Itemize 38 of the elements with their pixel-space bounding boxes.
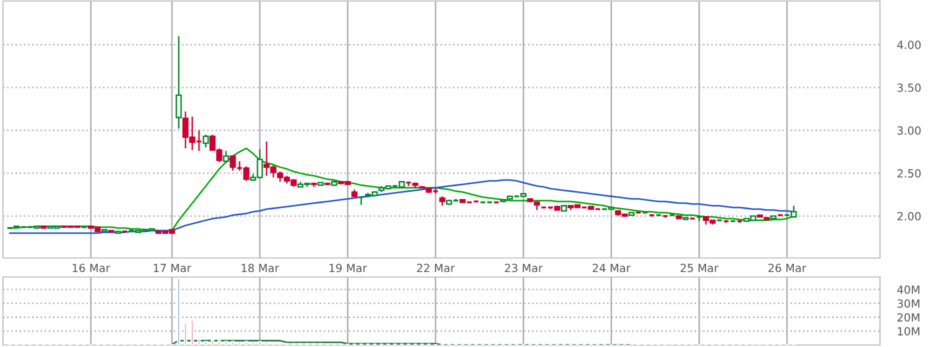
bar	[204, 340, 208, 345]
bar	[177, 278, 180, 345]
x-tick-label: 18 Mar	[242, 264, 280, 272]
bar	[251, 342, 255, 345]
y-tick-label: 4.00	[897, 40, 921, 50]
y-tick-label: 20M	[897, 313, 920, 322]
bar	[278, 342, 282, 345]
y-tick-label: 2.50	[897, 169, 921, 178]
bar	[231, 340, 234, 345]
x-tick-label: 17 Mar	[154, 264, 192, 272]
bar	[272, 342, 276, 345]
y-tick-label: 10M	[898, 327, 920, 336]
bar	[238, 342, 242, 345]
y-tick-label: 2.00	[897, 212, 921, 220]
y-tick-label: 3.50	[898, 84, 921, 92]
bar	[190, 319, 194, 345]
candlestick	[202, 134, 209, 148]
bar	[218, 340, 221, 345]
bar	[264, 342, 268, 345]
y-tick-label: 3.00	[898, 126, 921, 135]
y-tick-label: 40M	[897, 285, 920, 294]
x-tick-label: 26 Mar	[768, 264, 806, 272]
bar	[258, 340, 262, 345]
candlestick	[176, 35, 182, 130]
x-tick-label: 23 Mar	[504, 264, 543, 272]
bar	[244, 340, 248, 345]
candlestick	[439, 196, 446, 206]
bar	[184, 322, 188, 345]
bar	[197, 338, 201, 345]
x-tick-label: 25 Mar	[680, 264, 718, 272]
bar	[210, 339, 214, 345]
candlestick	[222, 150, 230, 164]
x-tick-label: 16 Mar	[72, 264, 110, 272]
bar	[224, 340, 228, 345]
y-tick-label: 30M	[898, 299, 920, 308]
x-tick-label: 22 Mar	[417, 264, 455, 272]
x-tick-label: 24 Mar	[592, 264, 631, 272]
x-tick-label: 19 Mar	[330, 264, 368, 272]
